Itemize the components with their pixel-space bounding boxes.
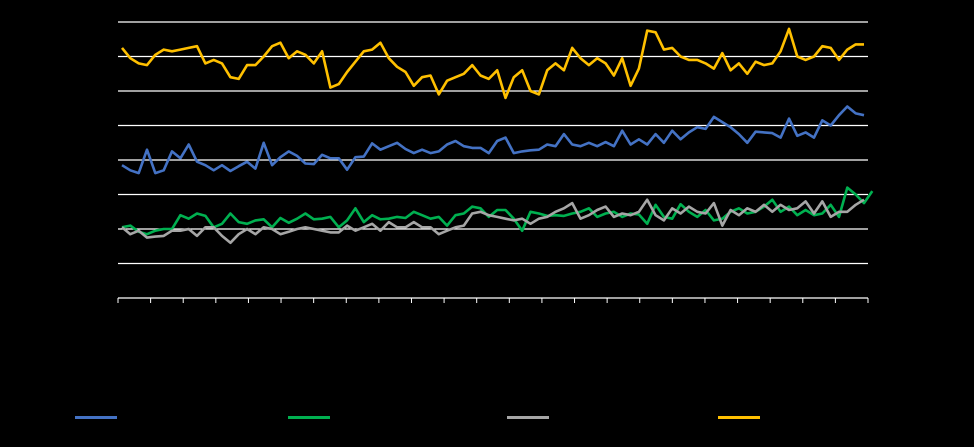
gridlines — [118, 21, 868, 265]
series-line-1 — [121, 105, 865, 175]
legend-swatch-1 — [75, 415, 117, 419]
legend-entry-3 — [507, 407, 555, 427]
series-line-3 — [121, 198, 865, 245]
series-line-2 — [121, 186, 874, 236]
series-lines — [120, 27, 874, 245]
legend-swatch-3 — [507, 415, 549, 419]
legend-entry-1 — [75, 407, 123, 427]
x-axis — [117, 297, 869, 303]
legend-swatch-4 — [718, 415, 760, 419]
legend-swatch-2 — [288, 415, 330, 419]
legend-entry-2 — [288, 407, 336, 427]
series-line-4 — [120, 27, 864, 100]
legend-entry-4 — [718, 407, 766, 427]
legend — [0, 407, 974, 427]
